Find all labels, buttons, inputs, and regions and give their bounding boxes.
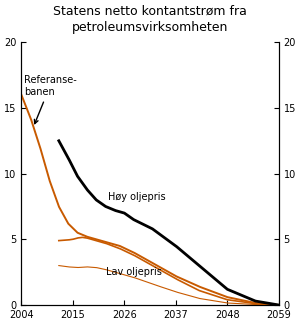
Title: Statens netto kontantstrøm fra
petroleumsvirksomheten: Statens netto kontantstrøm fra petroleum… [53, 4, 247, 34]
Text: Lav oljepris: Lav oljepris [106, 267, 161, 277]
Text: Høy oljepris: Høy oljepris [108, 192, 166, 202]
Text: Referanse-
banen: Referanse- banen [24, 75, 76, 124]
